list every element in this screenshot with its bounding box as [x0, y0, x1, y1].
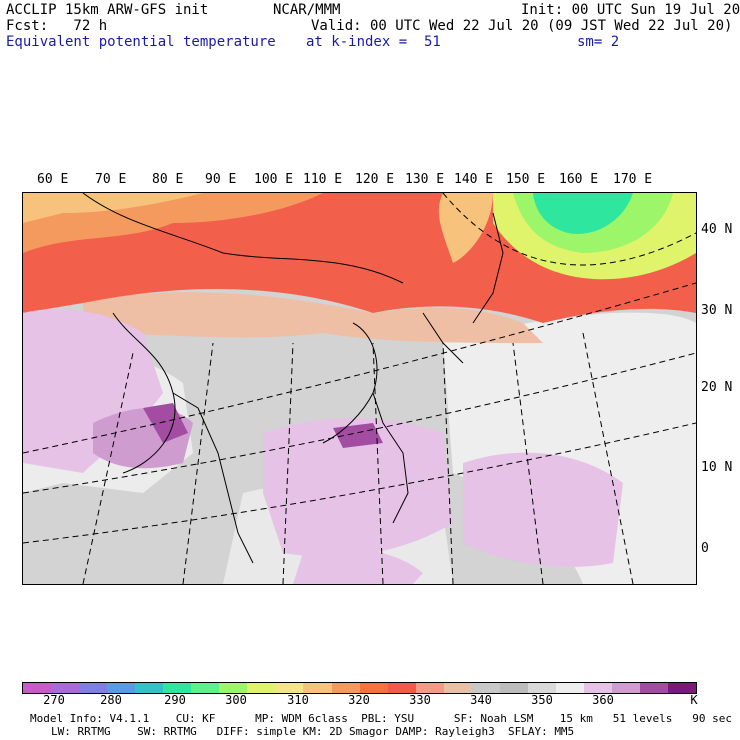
colorbar [22, 682, 697, 694]
lon-label: 110 E [303, 172, 343, 187]
colorbar-label: 320 [348, 693, 370, 707]
lat-label: 10 N [701, 460, 733, 475]
colorbar-label: 270 [43, 693, 65, 707]
colorbar-swatch [668, 683, 697, 693]
colorbar-label: 350 [531, 693, 553, 707]
lat-label: 20 N [701, 380, 733, 395]
colorbar-swatch [275, 683, 304, 693]
field-name: Equivalent potential temperature [6, 34, 276, 50]
lat-label: 0 [701, 541, 709, 556]
colorbar-label: 360 [592, 693, 614, 707]
physics-info: LW: RRTMG SW: RRTMG DIFF: simple KM: 2D … [51, 725, 575, 738]
colorbar-label: 310 [287, 693, 309, 707]
colorbar-swatch [555, 683, 584, 693]
lat-label: 30 N [701, 303, 733, 318]
colorbar-swatch [443, 683, 472, 693]
map-panel [22, 192, 697, 585]
colorbar-swatch [219, 683, 248, 693]
colorbar-swatch [640, 683, 669, 693]
colorbar-swatch [247, 683, 276, 693]
colorbar-label: 280 [100, 693, 122, 707]
colorbar-swatch [191, 683, 220, 693]
colorbar-swatch [583, 683, 612, 693]
valid-time: Valid: 00 UTC Wed 22 Jul 20 (09 JST Wed … [311, 18, 733, 34]
colorbar-label: 340 [470, 693, 492, 707]
lon-label: 130 E [405, 172, 445, 187]
organization-label: NCAR/MMM [273, 2, 341, 18]
lat-label: 40 N [701, 222, 733, 237]
lon-label: 160 E [559, 172, 599, 187]
map-field [23, 193, 696, 584]
lon-label: 70 E [95, 172, 127, 187]
colorbar-swatch [107, 683, 136, 693]
colorbar-swatch [303, 683, 332, 693]
colorbar-label: 330 [409, 693, 431, 707]
model-title: ACCLIP 15km ARW-GFS init [6, 2, 209, 18]
colorbar-swatch [415, 683, 444, 693]
lon-label: 60 E [37, 172, 69, 187]
lon-label: 90 E [205, 172, 237, 187]
colorbar-swatch [387, 683, 416, 693]
colorbar-unit: K [690, 693, 698, 707]
colorbar-label: 290 [164, 693, 186, 707]
colorbar-swatch [51, 683, 80, 693]
init-time: Init: 00 UTC Sun 19 Jul 20 [521, 2, 740, 18]
colorbar-swatch [471, 683, 500, 693]
colorbar-label: 300 [225, 693, 247, 707]
lon-label: 140 E [454, 172, 494, 187]
forecast-hour: Fcst: 72 h [6, 18, 108, 34]
model-info: Model Info: V4.1.1 CU: KF MP: WDM 6class… [30, 712, 732, 725]
colorbar-swatch [331, 683, 360, 693]
colorbar-swatch [135, 683, 164, 693]
colorbar-swatch [611, 683, 641, 693]
lon-label: 80 E [152, 172, 184, 187]
colorbar-swatch [79, 683, 108, 693]
lon-label: 170 E [613, 172, 653, 187]
lon-label: 100 E [254, 172, 294, 187]
smoothing-label: sm= 2 [577, 34, 620, 50]
lon-label: 120 E [355, 172, 395, 187]
colorbar-swatch [527, 683, 556, 693]
level-index: at k-index = 51 [306, 34, 441, 50]
colorbar-swatch [499, 683, 528, 693]
lon-label: 150 E [506, 172, 546, 187]
colorbar-swatch [359, 683, 388, 693]
colorbar-swatch [163, 683, 192, 693]
colorbar-swatch [23, 683, 52, 693]
